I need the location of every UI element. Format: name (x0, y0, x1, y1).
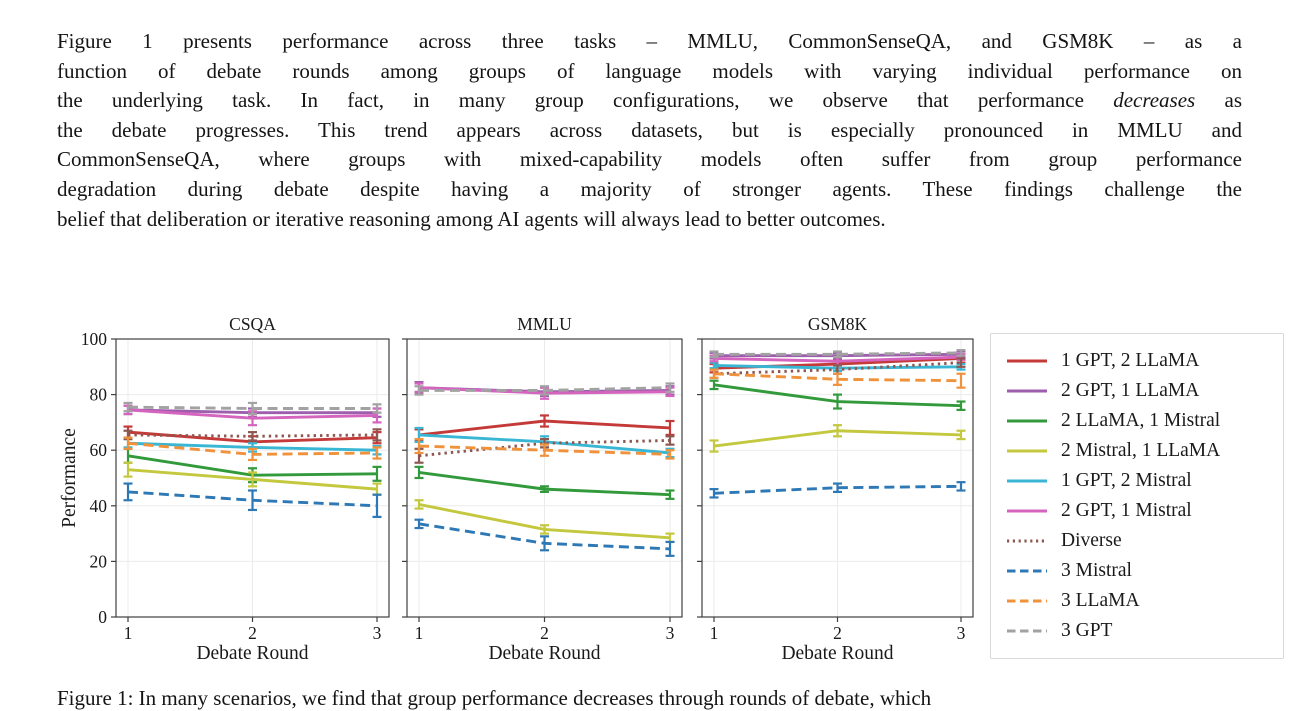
legend-line-sample-icon (1007, 509, 1047, 513)
series-line (709, 368, 966, 389)
series-line (709, 379, 966, 411)
x-tick-label: 2 (248, 623, 257, 643)
legend-item: Diverse (1006, 526, 1275, 556)
x-tick-label: 2 (833, 623, 842, 643)
paragraph-line: the underlying task. In fact, in many gr… (57, 86, 1242, 116)
legend-label: 2 LLaMA, 1 Mistral (1061, 410, 1221, 431)
y-tick-label: 60 (90, 440, 108, 460)
legend-item: 3 GPT (1006, 616, 1275, 646)
legend-label: 1 GPT, 2 LLaMA (1061, 350, 1200, 371)
legend-line-sample-icon (1007, 389, 1047, 393)
series-line (709, 349, 966, 359)
series-line (123, 401, 382, 416)
legend-label: 3 Mistral (1061, 560, 1132, 581)
y-tick-label: 100 (81, 329, 108, 349)
legend-line-sample-icon (1007, 479, 1047, 483)
series-line (414, 382, 675, 396)
panel-gsm8k: 1 2 3 GSM8K Debate Round (697, 314, 974, 664)
panel-mmlu: 1 2 3 MMLU Debate Round (402, 314, 683, 664)
x-tick-label: 3 (373, 623, 382, 643)
y-tick-label: 20 (90, 551, 108, 571)
y-tick-label: 40 (90, 496, 108, 516)
legend-line-sample-icon (1007, 449, 1047, 453)
series-line (123, 428, 382, 442)
series-line (709, 424, 966, 453)
series-line (123, 482, 382, 519)
paragraph-line: belief that deliberation or iterative re… (57, 206, 886, 231)
series-line (414, 518, 675, 557)
line-chart-panels: 0 20 40 60 80 100 1 2 3 CSQA Debate Round 1 2 3 MMLU De… (59, 314, 974, 664)
legend-label: 2 GPT, 1 Mistral (1061, 500, 1192, 521)
paragraph-line: CommonSenseQA, where groups with mixed-c… (57, 147, 1242, 172)
panel-title: GSM8K (808, 314, 868, 334)
series-line (414, 499, 675, 544)
x-tick-label: 1 (415, 623, 424, 643)
x-tick-label: 3 (666, 623, 675, 643)
y-tick-label: 80 (90, 385, 108, 405)
data-line (714, 351, 962, 356)
legend-label: 2 Mistral, 1 LLaMA (1061, 440, 1221, 461)
legend-item: 1 GPT, 2 LLaMA (1006, 346, 1275, 376)
emphasized-word: decreases (1113, 88, 1196, 113)
legend-label: 3 LLaMA (1061, 590, 1140, 611)
x-tick-label: 1 (710, 623, 719, 643)
legend-line-sample-icon (1007, 359, 1047, 363)
legend-item: 2 GPT, 1 LLaMA (1006, 376, 1275, 406)
paragraph-text: the underlying task. In fact, in many gr… (57, 88, 1114, 113)
series-line (414, 437, 675, 460)
legend-item: 2 Mistral, 1 LLaMA (1006, 436, 1275, 466)
paragraph-line: Figure 1 presents performance across thr… (57, 29, 1242, 53)
data-line (713, 372, 962, 383)
legend-label: 1 GPT, 2 Mistral (1061, 470, 1192, 491)
x-axis-label: Debate Round (196, 643, 308, 664)
legend-line-sample-icon (1007, 419, 1047, 423)
series-line (414, 465, 675, 500)
x-tick-label: 2 (540, 623, 549, 643)
paragraph-line: degradation during debate despite having… (57, 176, 1242, 201)
y-tick-label: 0 (98, 607, 107, 627)
data-line (713, 484, 962, 495)
chart-legend: 1 GPT, 2 LLaMA 2 GPT, 1 LLaMA 2 LLaMA, 1 M… (990, 333, 1284, 659)
paragraph-text: as (1195, 88, 1242, 113)
legend-item: 3 Mistral (1006, 556, 1275, 586)
legend-item: 2 GPT, 1 Mistral (1006, 496, 1275, 526)
legend-line-sample-icon (1007, 599, 1047, 603)
paragraph-line: function of debate rounds among groups o… (57, 58, 1242, 83)
legend-item: 3 LLaMA (1006, 586, 1275, 616)
legend-item: 1 GPT, 2 Mistral (1006, 466, 1275, 496)
paragraph-line: the debate progresses. This trend appear… (57, 117, 1242, 142)
panel-title: MMLU (517, 314, 572, 334)
panel-csqa: 0 20 40 60 80 100 1 2 3 CSQA Debate Round (81, 314, 390, 664)
series-line (123, 436, 382, 462)
figure-1-chart: 0 20 40 60 80 100 1 2 3 CSQA Debate Round 1 2 3 MMLU De… (0, 300, 1296, 675)
legend-line-sample-icon (1007, 539, 1047, 543)
legend-label: Diverse (1061, 530, 1122, 551)
legend-line-sample-icon (1007, 569, 1047, 573)
legend-label: 3 GPT (1061, 620, 1113, 641)
x-tick-label: 3 (957, 623, 966, 643)
legend-line-sample-icon (1007, 629, 1047, 633)
series-line (709, 481, 966, 499)
x-tick-label: 1 (124, 623, 133, 643)
legend-item: 2 LLaMA, 1 Mistral (1006, 406, 1275, 436)
figure-description-paragraph: Figure 1 presents performance across thr… (57, 27, 1242, 234)
legend-label: 2 GPT, 1 LLaMA (1061, 380, 1200, 401)
caption-text: Figure 1: In many scenarios, we find tha… (57, 686, 932, 710)
y-axis-label: Performance (59, 428, 80, 528)
panel-title: CSQA (229, 314, 276, 334)
x-axis-label: Debate Round (781, 643, 893, 664)
x-axis-label: Debate Round (488, 643, 600, 664)
